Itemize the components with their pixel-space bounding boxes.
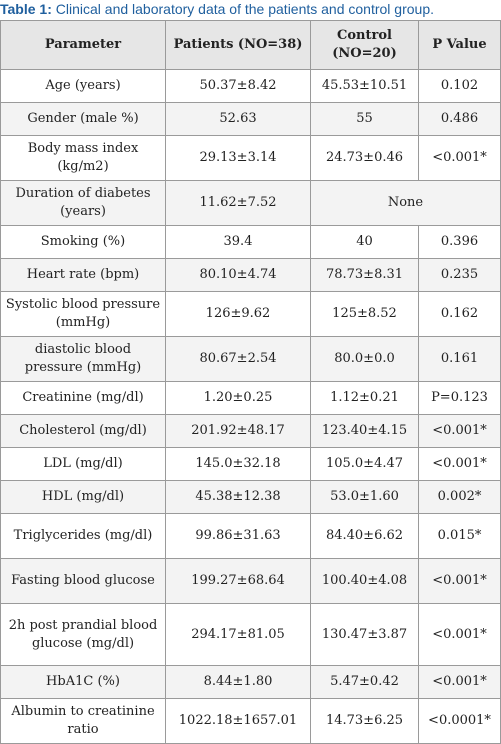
cell-parameter: Gender (male %) — [0, 102, 166, 136]
cell-control: 84.40±6.62 — [310, 513, 419, 559]
header-pvalue: P Value — [418, 20, 501, 70]
cell-parameter: Age (years) — [0, 69, 166, 103]
cell-control: 40 — [310, 225, 419, 259]
cell-control: 105.0±4.47 — [310, 447, 419, 481]
cell-control: 100.40±4.08 — [310, 558, 419, 604]
cell-patients: 52.63 — [165, 102, 311, 136]
cell-pvalue: <0.001* — [418, 558, 501, 604]
header-row: Parameter Patients (NO=38) Control (NO=20… — [0, 20, 501, 70]
cell-parameter: Systolic blood pressure (mmHg) — [0, 291, 166, 337]
table-row: Fasting blood glucose 199.27±68.64 100.4… — [0, 558, 501, 604]
table-row: 2h post prandial blood glucose (mg/dl) 2… — [0, 603, 501, 666]
cell-patients: 294.17±81.05 — [165, 603, 311, 666]
cell-control: 24.73±0.46 — [310, 135, 419, 181]
cell-control: 78.73±8.31 — [310, 258, 419, 292]
table-row: diastolic blood pressure (mmHg) 80.67±2.… — [0, 336, 501, 382]
header-patients: Patients (NO=38) — [165, 20, 311, 70]
cell-patients: 126±9.62 — [165, 291, 311, 337]
cell-patients: 145.0±32.18 — [165, 447, 311, 481]
cell-control: 55 — [310, 102, 419, 136]
cell-patients: 80.10±4.74 — [165, 258, 311, 292]
cell-parameter: Cholesterol (mg/dl) — [0, 414, 166, 448]
table-row: HDL (mg/dl) 45.38±12.38 53.0±1.60 0.002* — [0, 480, 501, 514]
cell-parameter: HbA1C (%) — [0, 665, 166, 699]
table-row: Cholesterol (mg/dl) 201.92±48.17 123.40±… — [0, 414, 501, 448]
cell-patients: 29.13±3.14 — [165, 135, 311, 181]
table-caption: Table 1: Clinical and laboratory data of… — [0, 0, 501, 20]
table-row: Heart rate (bpm) 80.10±4.74 78.73±8.31 0… — [0, 258, 501, 292]
cell-patients: 50.37±8.42 — [165, 69, 311, 103]
cell-control: 125±8.52 — [310, 291, 419, 337]
cell-pvalue: 0.162 — [418, 291, 501, 337]
caption-label: Table 1: — [0, 1, 52, 17]
cell-parameter: Albumin to creatinine ratio — [0, 698, 166, 744]
cell-control: 123.40±4.15 — [310, 414, 419, 448]
table-row: Age (years) 50.37±8.42 45.53±10.51 0.102 — [0, 69, 501, 103]
table-row: Gender (male %) 52.63 55 0.486 — [0, 102, 501, 136]
cell-pvalue: 0.102 — [418, 69, 501, 103]
cell-pvalue: <0.001* — [418, 135, 501, 181]
header-control-line2: (NO=20) — [332, 46, 397, 61]
cell-parameter: 2h post prandial blood glucose (mg/dl) — [0, 603, 166, 666]
cell-control: 80.0±0.0 — [310, 336, 419, 382]
cell-patients: 45.38±12.38 — [165, 480, 311, 514]
cell-patients: 1.20±0.25 — [165, 381, 311, 415]
table-row: Body mass index (kg/m2) 29.13±3.14 24.73… — [0, 135, 501, 181]
cell-control: 5.47±0.42 — [310, 665, 419, 699]
cell-patients: 80.67±2.54 — [165, 336, 311, 382]
cell-patients: 99.86±31.63 — [165, 513, 311, 559]
table-row: Albumin to creatinine ratio 1022.18±1657… — [0, 698, 501, 744]
table-row: Duration of diabetes (years) 11.62±7.52 … — [0, 180, 501, 226]
table-row: HbA1C (%) 8.44±1.80 5.47±0.42 <0.001* — [0, 665, 501, 699]
cell-pvalue: <0.001* — [418, 447, 501, 481]
cell-parameter: Fasting blood glucose — [0, 558, 166, 604]
cell-parameter: LDL (mg/dl) — [0, 447, 166, 481]
cell-patients: 8.44±1.80 — [165, 665, 311, 699]
cell-patients: 201.92±48.17 — [165, 414, 311, 448]
table-row: Creatinine (mg/dl) 1.20±0.25 1.12±0.21 P… — [0, 381, 501, 415]
cell-control: 14.73±6.25 — [310, 698, 419, 744]
cell-control-merged: None — [310, 180, 501, 226]
table-row: Systolic blood pressure (mmHg) 126±9.62 … — [0, 291, 501, 337]
cell-parameter: HDL (mg/dl) — [0, 480, 166, 514]
cell-pvalue: 0.486 — [418, 102, 501, 136]
header-control-line1: Control — [337, 28, 392, 43]
cell-pvalue: <0.001* — [418, 603, 501, 666]
cell-parameter: Body mass index (kg/m2) — [0, 135, 166, 181]
cell-parameter: Duration of diabetes (years) — [0, 180, 166, 226]
cell-pvalue: <0.001* — [418, 665, 501, 699]
header-parameter: Parameter — [0, 20, 166, 70]
cell-control: 1.12±0.21 — [310, 381, 419, 415]
cell-parameter: Heart rate (bpm) — [0, 258, 166, 292]
cell-patients: 39.4 — [165, 225, 311, 259]
cell-control: 130.47±3.87 — [310, 603, 419, 666]
header-control: Control (NO=20) — [310, 20, 419, 70]
table-row: Triglycerides (mg/dl) 99.86±31.63 84.40±… — [0, 513, 501, 559]
data-table: Parameter Patients (NO=38) Control (NO=20… — [0, 20, 501, 744]
cell-patients: 1022.18±1657.01 — [165, 698, 311, 744]
caption-text: Clinical and laboratory data of the pati… — [51, 1, 435, 17]
cell-pvalue: P=0.123 — [418, 381, 501, 415]
cell-control: 45.53±10.51 — [310, 69, 419, 103]
table-row: LDL (mg/dl) 145.0±32.18 105.0±4.47 <0.00… — [0, 447, 501, 481]
cell-pvalue: <0.0001* — [418, 698, 501, 744]
cell-parameter: Triglycerides (mg/dl) — [0, 513, 166, 559]
cell-patients: 199.27±68.64 — [165, 558, 311, 604]
cell-control: 53.0±1.60 — [310, 480, 419, 514]
cell-pvalue: 0.015* — [418, 513, 501, 559]
cell-patients: 11.62±7.52 — [165, 180, 311, 226]
cell-parameter: diastolic blood pressure (mmHg) — [0, 336, 166, 382]
cell-parameter: Smoking (%) — [0, 225, 166, 259]
cell-pvalue: 0.002* — [418, 480, 501, 514]
table-row: Smoking (%) 39.4 40 0.396 — [0, 225, 501, 259]
cell-parameter: Creatinine (mg/dl) — [0, 381, 166, 415]
cell-pvalue: 0.161 — [418, 336, 501, 382]
cell-pvalue: 0.396 — [418, 225, 501, 259]
cell-pvalue: <0.001* — [418, 414, 501, 448]
cell-pvalue: 0.235 — [418, 258, 501, 292]
